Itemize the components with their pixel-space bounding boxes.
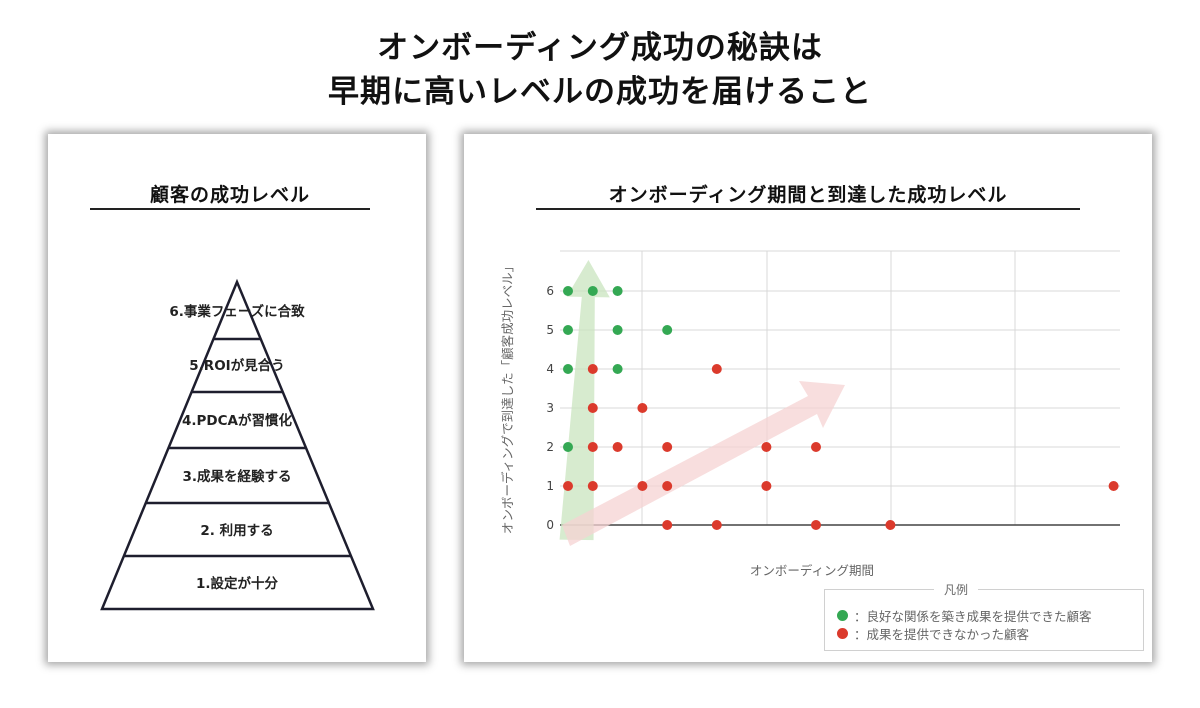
pyramid-outline	[100, 278, 375, 611]
legend-label-red: ：成果を提供できなかった顧客	[854, 627, 1030, 642]
red-data-point	[662, 520, 673, 530]
red-data-point	[612, 442, 623, 452]
red-data-point	[637, 403, 648, 413]
pyramid-heading-rule	[90, 208, 370, 210]
pyramid-level-6: 6.事業フェーズに合致	[169, 303, 305, 320]
red-data-point	[662, 481, 673, 491]
green-data-point	[612, 286, 623, 296]
green-data-point	[563, 325, 573, 335]
chart-title: オンボーディング期間と到達した成功レベル	[608, 184, 1008, 206]
green-data-point	[563, 286, 573, 296]
red-data-point	[811, 442, 821, 452]
legend-item-red: ：成果を提供できなかった顧客	[837, 624, 1029, 643]
red-dot-icon	[837, 628, 848, 639]
red-data-point	[587, 403, 598, 413]
trend-arrow-right	[562, 381, 845, 546]
pyramid-level-4: 4.PDCAが習慣化	[182, 412, 292, 429]
pyramid-level-3: 3.成果を経験する	[182, 468, 291, 485]
green-data-point	[563, 364, 573, 374]
red-data-point	[761, 442, 772, 452]
red-data-point	[811, 520, 821, 530]
red-data-point	[711, 520, 722, 530]
main-title-line1: オンボーディング成功の秘訣は	[377, 30, 823, 66]
y-axis-label: オンボーディングで到達した「顧客成功レベル」	[500, 260, 515, 534]
red-data-point	[587, 364, 598, 374]
legend-box: ：良好な関係を築き成果を提供できた顧客 ：成果を提供できなかった顧客	[824, 589, 1144, 651]
red-data-point	[563, 481, 573, 491]
y-tick-label: 3	[546, 401, 554, 415]
legend-label-green: ：良好な関係を築き成果を提供できた顧客	[854, 609, 1092, 624]
red-data-point	[662, 442, 673, 452]
y-tick-label: 0	[546, 518, 554, 532]
pyramid-heading: 顧客の成功レベル	[149, 184, 310, 206]
trend-arrow-up	[559, 260, 610, 541]
chart-title-rule	[536, 208, 1080, 210]
red-data-point	[587, 442, 598, 452]
main-title: オンボーディング成功の秘訣は 早期に高いレベルの成功を届けること	[0, 26, 1200, 114]
y-tick-label: 5	[546, 323, 554, 337]
red-data-point	[587, 481, 598, 491]
green-data-point	[612, 364, 623, 374]
green-data-point	[612, 325, 623, 335]
green-data-point	[587, 286, 598, 296]
red-data-point	[885, 520, 896, 530]
pyramid-panel	[48, 134, 426, 662]
red-data-point	[761, 481, 772, 491]
red-data-point	[637, 481, 648, 491]
red-data-point	[1108, 481, 1119, 491]
x-axis-label: オンボーディング期間	[750, 563, 874, 578]
y-tick-label: 6	[546, 284, 554, 298]
pyramid-level-2: 2. 利用する	[200, 522, 273, 539]
red-data-point	[711, 364, 722, 374]
pyramid-level-5: 5.ROIが見合う	[189, 357, 284, 374]
y-tick-label: 2	[546, 440, 554, 454]
y-tick-label: 1	[546, 479, 554, 493]
y-tick-label: 4	[546, 362, 554, 376]
legend-title: 凡例	[934, 581, 978, 598]
pyramid-level-1: 1.設定が十分	[196, 575, 279, 592]
main-title-line2: 早期に高いレベルの成功を届けること	[328, 74, 872, 110]
green-data-point	[563, 442, 573, 452]
green-dot-icon	[837, 610, 848, 621]
green-data-point	[662, 325, 673, 335]
legend-item-green: ：良好な関係を築き成果を提供できた顧客	[837, 606, 1092, 625]
